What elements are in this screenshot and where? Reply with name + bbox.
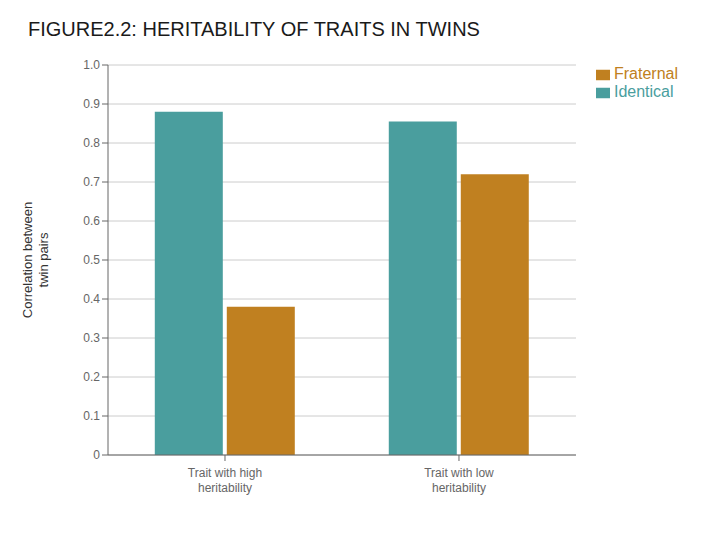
svg-text:0.8: 0.8 bbox=[83, 136, 100, 150]
svg-text:0.6: 0.6 bbox=[83, 214, 100, 228]
svg-text:Trait with lowheritability: Trait with lowheritability bbox=[424, 466, 494, 495]
svg-text:Trait with highheritability: Trait with highheritability bbox=[188, 466, 262, 495]
html-text:Fraternal: Fraternal bbox=[614, 65, 678, 82]
svg-text:0.7: 0.7 bbox=[83, 175, 100, 189]
svg-text:0: 0 bbox=[93, 448, 100, 462]
html-text:FIGURE2.2: HERITABILITY OF TRA: FIGURE2.2: HERITABILITY OF TRAITS IN TWI… bbox=[28, 18, 480, 40]
svg-text:0.9: 0.9 bbox=[83, 97, 100, 111]
svg-text:0.1: 0.1 bbox=[83, 409, 100, 423]
svg-text:0.3: 0.3 bbox=[83, 331, 100, 345]
svg-text:0.5: 0.5 bbox=[83, 253, 100, 267]
svg-text:Correlation betweentwin pairs: Correlation betweentwin pairs bbox=[20, 202, 51, 318]
svg-text:1.0: 1.0 bbox=[83, 58, 100, 72]
html-text:Identical: Identical bbox=[614, 83, 674, 100]
svg-text:0.2: 0.2 bbox=[83, 370, 100, 384]
svg-text:0.4: 0.4 bbox=[83, 292, 100, 306]
